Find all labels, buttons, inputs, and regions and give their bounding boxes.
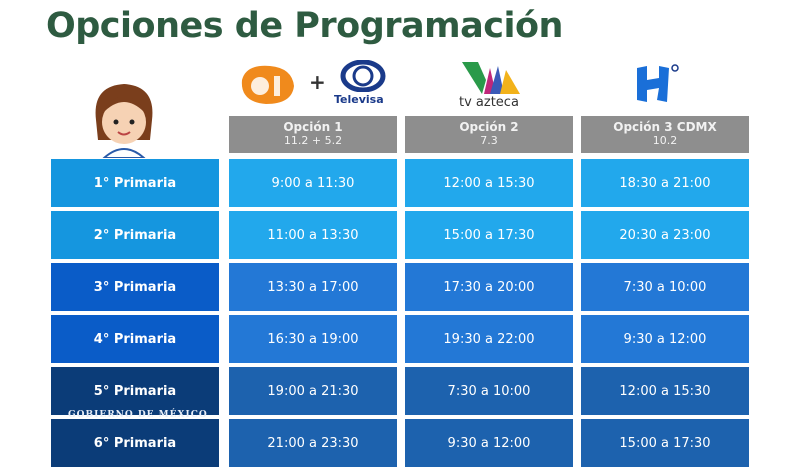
option-label: Opción 1 <box>283 120 343 134</box>
time-slot-cell: 12:00 a 15:30 <box>405 159 573 207</box>
time-slot-cell: 9:30 a 12:00 <box>581 315 749 363</box>
once-ninos-logo <box>241 65 294 104</box>
time-slot-cell: 17:30 a 20:00 <box>405 263 573 311</box>
grade-label: 2° Primaria <box>51 211 219 259</box>
canal-catorce-logo <box>637 64 679 102</box>
channel-numbers: 11.2 + 5.2 <box>283 134 343 147</box>
time-slot-cell: 16:30 a 19:00 <box>229 315 397 363</box>
channel-numbers: 10.2 <box>652 134 678 147</box>
column-header-option-1: Opción 1 11.2 + 5.2 <box>229 116 397 153</box>
time-slot-cell: 19:30 a 22:00 <box>405 315 573 363</box>
channel-numbers: 7.3 <box>480 134 498 147</box>
column-header-option-3: Opción 3 CDMX 10.2 <box>581 116 749 153</box>
time-slot-cell: 9:00 a 11:30 <box>229 159 397 207</box>
grade-label: 5° Primaria <box>51 367 219 415</box>
grade-label: 6° Primaria <box>51 419 219 467</box>
page-title: Opciones de Programación <box>46 6 563 46</box>
column-header-option-2: Opción 2 7.3 <box>405 116 573 153</box>
gobierno-mexico-watermark: GOBIERNO DE MÉXICO <box>68 410 208 420</box>
grade-label: 3° Primaria <box>51 263 219 311</box>
girl-illustration <box>95 84 153 158</box>
time-slot-cell: 19:00 a 21:30 <box>229 367 397 415</box>
time-slot-cell: 15:00 a 17:30 <box>581 419 749 467</box>
time-slot-cell: 18:30 a 21:00 <box>581 159 749 207</box>
grade-label: 4° Primaria <box>51 315 219 363</box>
tv-azteca-logo-text: tv azteca <box>459 95 519 110</box>
time-slot-cell: 7:30 a 10:00 <box>405 367 573 415</box>
time-slot-cell: 9:30 a 12:00 <box>405 419 573 467</box>
televisa-icon <box>340 60 386 92</box>
time-slot-cell: 7:30 a 10:00 <box>581 263 749 311</box>
time-slot-cell: 13:30 a 17:00 <box>229 263 397 311</box>
time-slot-cell: 15:00 a 17:30 <box>405 211 573 259</box>
grade-label: 1° Primaria <box>51 159 219 207</box>
time-slot-cell: 11:00 a 13:30 <box>229 211 397 259</box>
televisa-logo-text: Televisa <box>334 93 384 106</box>
option-label: Opción 3 CDMX <box>613 120 717 134</box>
time-slot-cell: 12:00 a 15:30 <box>581 367 749 415</box>
time-slot-cell: 20:30 a 23:00 <box>581 211 749 259</box>
tv-azteca-icon <box>462 62 520 94</box>
time-slot-cell: 21:00 a 23:30 <box>229 419 397 467</box>
option-label: Opción 2 <box>459 120 519 134</box>
plus-sign: + <box>309 70 326 94</box>
